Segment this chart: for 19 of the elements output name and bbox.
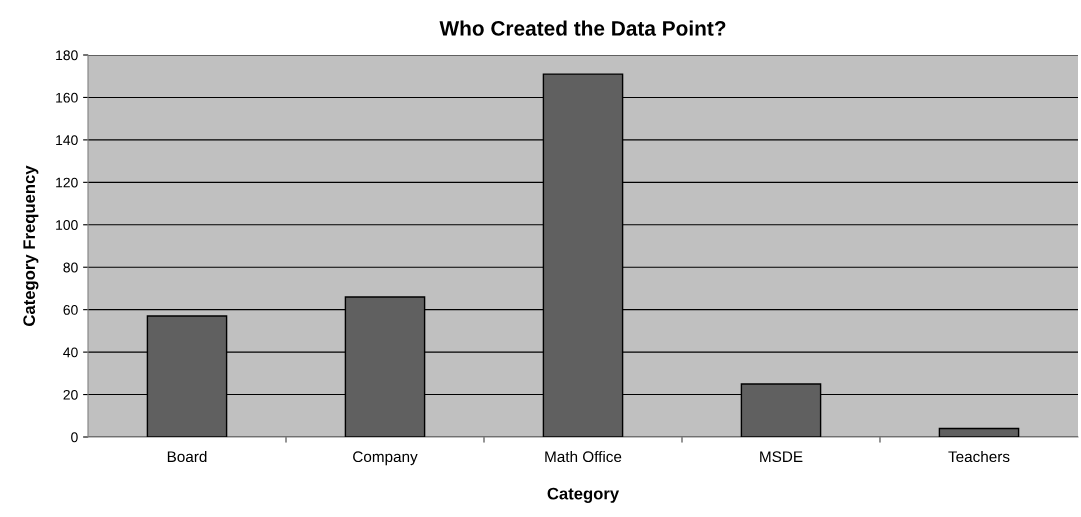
x-tick-label: Teachers <box>948 450 1010 463</box>
y-axis-title: Category Frequency <box>23 165 39 326</box>
y-tick-label: 20 <box>63 389 78 400</box>
y-tick-label: 140 <box>56 135 78 146</box>
y-tick-label: 120 <box>56 177 78 188</box>
x-tick-label: Company <box>353 451 418 466</box>
y-tick-label: 80 <box>63 262 78 273</box>
x-tick-label: MSDE <box>760 451 803 463</box>
y-tick-label: 180 <box>56 50 78 61</box>
y-tick-label: 60 <box>63 305 78 315</box>
y-tick-label: 100 <box>56 220 78 230</box>
y-tick-label: 40 <box>63 347 78 358</box>
chart-title: Who Created the Data Point? <box>439 20 726 36</box>
x-tick-label: Board <box>167 450 207 463</box>
x-tick-label: Math Office <box>545 450 622 463</box>
y-tick-label: 0 <box>71 432 78 443</box>
y-tick-label: 160 <box>56 92 78 103</box>
bar <box>938 427 1020 437</box>
x-axis-title: Category <box>547 487 620 503</box>
